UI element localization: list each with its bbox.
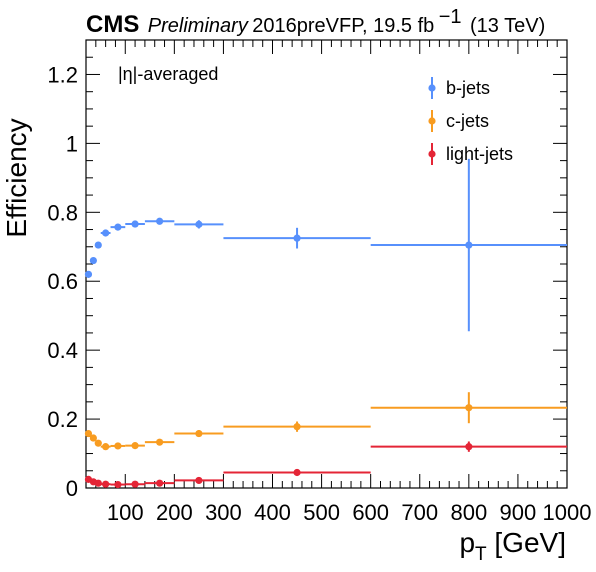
series-light-jets	[84, 441, 567, 489]
y-axis-title: Efficiency	[1, 118, 32, 237]
data-point	[94, 241, 102, 249]
legend-label: light-jets	[446, 144, 513, 164]
data-point	[156, 217, 164, 225]
energy-label: (13 TeV)	[470, 15, 545, 37]
x-tick-label: 200	[156, 500, 193, 525]
x-tick-label: 600	[352, 500, 389, 525]
data-point	[465, 241, 473, 249]
x-axis-title-symbol: p	[459, 527, 475, 558]
data-point	[114, 223, 122, 231]
legend-label: b-jets	[446, 78, 490, 98]
data-point	[131, 442, 139, 450]
data-point	[102, 443, 110, 451]
y-tick-label: 0.2	[47, 407, 78, 432]
lumi-exponent: −1	[439, 6, 462, 28]
data-point	[84, 270, 93, 278]
y-tick-label: 0.8	[47, 200, 78, 225]
data-point	[293, 234, 301, 242]
data-point	[131, 220, 139, 228]
series-c-jets	[84, 392, 567, 451]
legend-label: c-jets	[446, 111, 489, 131]
x-axis-title: pT [GeV]	[459, 527, 566, 565]
data-point	[465, 404, 473, 412]
data-point	[84, 429, 93, 438]
legend-marker	[428, 84, 436, 92]
preliminary-label: Preliminary	[148, 15, 249, 37]
data-point	[114, 480, 122, 489]
axis-ticks: 100 200 300 400 500 600 700 800 900 1000 0 0.2 0.4 0.…	[47, 40, 591, 525]
svg-text:CMS Preliminary 2016pr: CMS Preliminary 2016preVFP, 19.5 fb −1 (…	[86, 6, 545, 38]
lumi-label: 2016preVFP, 19.5 fb	[252, 15, 434, 37]
data-marks	[84, 158, 567, 489]
x-tick-label: 300	[205, 500, 242, 525]
x-axis-title-unit: [GeV]	[487, 527, 566, 558]
data-point	[102, 229, 110, 237]
data-point	[195, 476, 203, 485]
data-point	[94, 439, 102, 447]
x-tick-label: 500	[303, 500, 340, 525]
data-point	[293, 468, 301, 477]
eta-annotation: |η|-averaged	[118, 64, 218, 84]
x-tick-label: 400	[254, 500, 291, 525]
y-tick-label: 0	[66, 476, 78, 501]
data-point	[89, 434, 97, 442]
legend: b-jets c-jets light-jets	[428, 77, 513, 165]
data-point	[465, 443, 473, 451]
x-tick-label: 800	[450, 500, 487, 525]
data-point	[114, 442, 122, 450]
legend-marker	[428, 150, 436, 158]
data-point	[195, 220, 203, 228]
y-tick-label: 0.4	[47, 338, 78, 363]
data-point	[293, 423, 301, 431]
data-point	[156, 479, 164, 487]
data-point	[89, 256, 97, 265]
data-point	[195, 429, 203, 438]
data-point	[94, 479, 102, 487]
x-tick-label: 900	[500, 500, 537, 525]
cms-label: CMS	[86, 11, 139, 38]
data-point	[131, 480, 139, 488]
legend-marker	[428, 117, 436, 125]
y-tick-label: 1.2	[47, 62, 78, 87]
x-tick-label: 100	[107, 500, 144, 525]
y-tick-label: 1	[66, 131, 78, 156]
y-tick-label: 0.6	[47, 269, 78, 294]
x-tick-label: 700	[401, 500, 438, 525]
plot-frame	[85, 39, 568, 489]
data-point	[102, 480, 110, 488]
data-point	[156, 438, 164, 446]
series-b-jets	[84, 158, 567, 332]
x-axis-title-subscript: T	[475, 544, 487, 565]
x-tick-label: 1000	[543, 500, 592, 525]
